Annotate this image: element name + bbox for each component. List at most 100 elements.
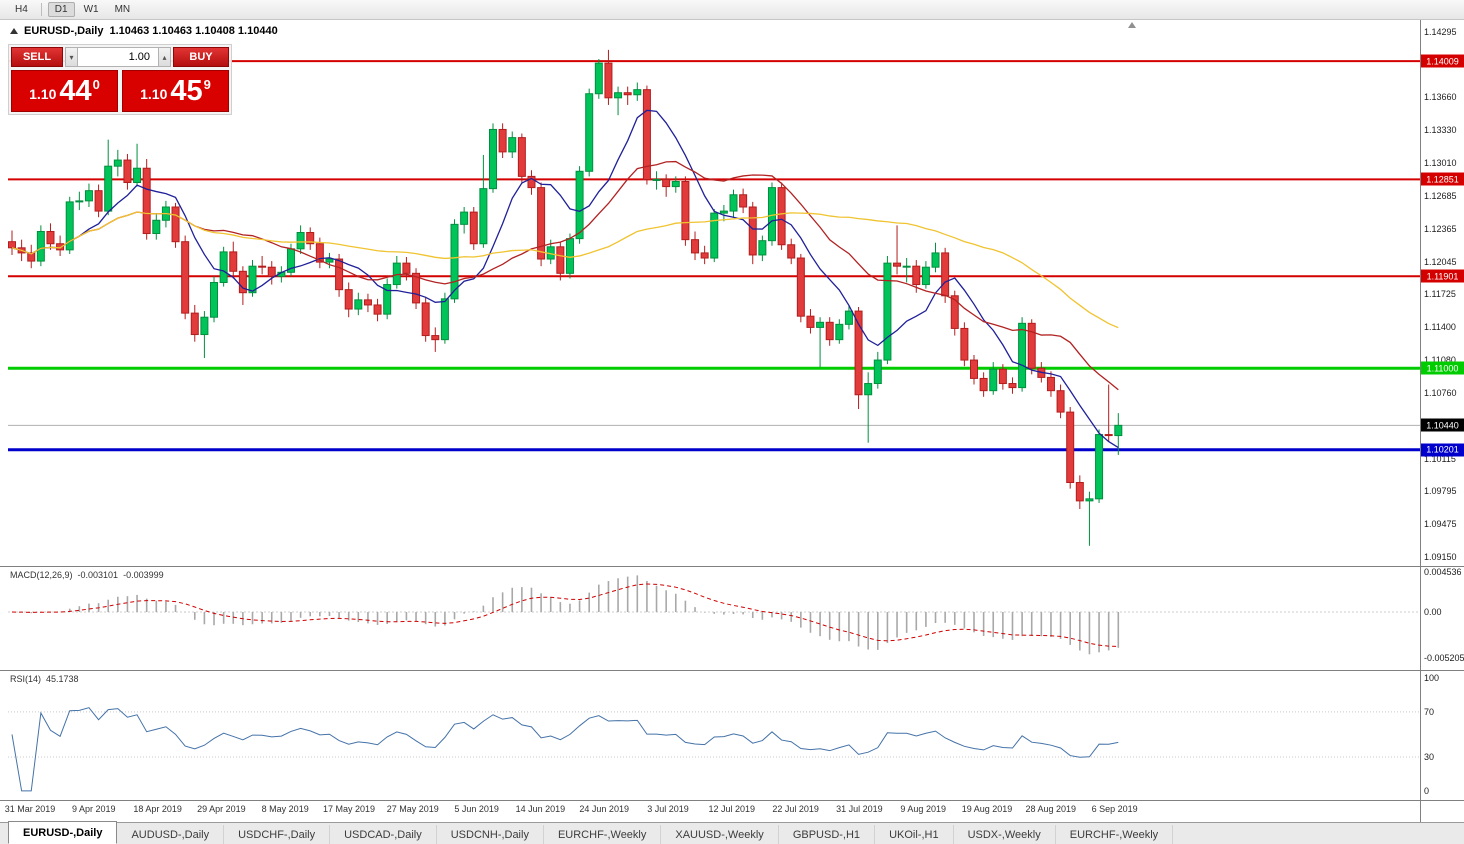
tab-gbpusd-h1[interactable]: GBPUSD-,H1 — [779, 825, 876, 844]
price-tick: 1.13660 — [1424, 91, 1457, 102]
level-price-tag[interactable]: 1.14009 — [1421, 54, 1464, 68]
macd-label: MACD(12,26,9) -0.003101 -0.003999 — [10, 570, 164, 580]
macd-name: MACD(12,26,9) — [10, 570, 73, 580]
rsi-name: RSI(14) — [10, 674, 42, 684]
date-tick: 17 May 2019 — [322, 804, 376, 814]
rsi-line — [11, 707, 1119, 792]
symbol-marker-icon — [10, 28, 18, 34]
date-tick: 5 Jun 2019 — [454, 804, 499, 814]
date-tick: 14 Jun 2019 — [515, 804, 566, 814]
timeframe-button-d1[interactable]: D1 — [47, 2, 75, 17]
price-tick: 1.13330 — [1424, 125, 1457, 136]
rsi-axis-tick: 0 — [1424, 785, 1430, 796]
rsi-axis-tick: 100 — [1424, 673, 1440, 683]
one-click-trading-panel: SELL ▾ 1.00 ▴ BUY 1.10 44 0 1.10 45 9 — [8, 44, 232, 115]
date-tick: 3 Jul 2019 — [647, 804, 689, 814]
tab-eurchf-weekly[interactable]: EURCHF-,Weekly — [1056, 825, 1174, 844]
price-tick: 1.10760 — [1424, 387, 1457, 398]
date-tick: 28 Aug 2019 — [1025, 804, 1077, 814]
macd-axis-tick: 0.00 — [1424, 607, 1442, 618]
date-tick: 6 Sep 2019 — [1091, 804, 1138, 814]
volume-input[interactable]: 1.00 — [78, 47, 158, 67]
date-tick: 31 Mar 2019 — [4, 804, 56, 814]
level-price-tag[interactable]: 1.10201 — [1421, 443, 1464, 457]
price-tick: 1.09150 — [1424, 551, 1457, 562]
rsi-axis-tick: 70 — [1424, 706, 1435, 717]
date-tick: 22 Jul 2019 — [772, 804, 819, 814]
macd-signal-line — [11, 583, 1119, 648]
macd-signal-value: -0.003999 — [123, 570, 164, 580]
ma-fast-line — [11, 109, 1119, 449]
level-price-tag[interactable]: 1.12851 — [1421, 172, 1464, 186]
price-tick: 1.10115 — [1424, 453, 1456, 464]
timeframe-button-w1[interactable]: W1 — [83, 4, 99, 15]
tab-ukoil-h1[interactable]: UKOil-,H1 — [875, 825, 954, 844]
chart-symbol-title: EURUSD-,Daily — [24, 25, 104, 37]
date-tick: 12 Jul 2019 — [708, 804, 756, 814]
candlesticks — [8, 49, 1123, 546]
tab-usdcnh-daily[interactable]: USDCNH-,Daily — [437, 825, 544, 844]
price-tick: 1.09475 — [1424, 518, 1457, 529]
buy-button[interactable]: BUY — [173, 47, 229, 67]
volume-stepper: ▾ 1.00 ▴ — [65, 47, 171, 67]
rsi-axis-tick: 30 — [1424, 752, 1435, 763]
price-tick: 1.14295 — [1424, 27, 1457, 37]
date-tick: 27 May 2019 — [386, 804, 439, 814]
price-tick: 1.11400 — [1424, 322, 1456, 333]
macd-axis-tick: 0.004536 — [1424, 567, 1462, 577]
price-tick: 1.09795 — [1424, 486, 1457, 497]
tab-eurchf-weekly[interactable]: EURCHF-,Weekly — [544, 825, 662, 844]
trade-panel-controls: SELL ▾ 1.00 ▴ BUY — [11, 47, 229, 67]
toolbar-separator — [40, 3, 42, 16]
timeframe-button-h4[interactable]: H4 — [15, 4, 28, 15]
date-axis-separator — [0, 800, 1464, 801]
price-tick: 1.12045 — [1424, 256, 1457, 267]
ma-slow-line — [11, 211, 1119, 329]
level-price-tag[interactable]: 1.11901 — [1421, 269, 1464, 283]
rsi-value: 45.1738 — [46, 674, 79, 684]
date-tick: 31 Jul 2019 — [836, 804, 883, 814]
date-tick: 29 Apr 2019 — [197, 804, 246, 814]
date-tick: 9 Aug 2019 — [900, 804, 946, 814]
ask-prefix: 1.10 — [140, 86, 168, 102]
volume-decrease-icon[interactable]: ▾ — [65, 47, 78, 67]
macd-panel-separator[interactable] — [0, 566, 1464, 567]
tab-eurusd-daily[interactable]: EURUSD-,Daily — [8, 821, 118, 844]
macd-main-value: -0.003101 — [77, 570, 119, 580]
chart-shift-marker-icon — [1128, 22, 1136, 28]
macd-histogram — [20, 575, 1120, 655]
chart-ohlc-readout: 1.10463 1.10463 1.10408 1.10440 — [109, 25, 278, 37]
timeframe-toolbar: H4 D1 W1 MN — [0, 0, 1464, 20]
macd-axis-tick: -0.005205 — [1424, 653, 1464, 663]
date-tick: 24 Jun 2019 — [579, 804, 629, 814]
timeframe-button-mn[interactable]: MN — [114, 4, 131, 15]
date-tick: 9 Apr 2019 — [72, 804, 116, 814]
price-tick: 1.12685 — [1424, 191, 1457, 202]
ask-big-digits: 45 — [170, 74, 203, 107]
sell-price-display[interactable]: 1.10 44 0 — [11, 70, 118, 112]
ask-pipette: 9 — [203, 77, 211, 92]
bid-big-digits: 44 — [59, 74, 92, 107]
date-tick: 18 Apr 2019 — [133, 804, 182, 814]
bid-prefix: 1.10 — [29, 86, 57, 102]
level-price-tag[interactable]: 1.11000 — [1421, 361, 1464, 375]
buy-price-display[interactable]: 1.10 45 9 — [122, 70, 229, 112]
tab-usdx-weekly[interactable]: USDX-,Weekly — [954, 825, 1056, 844]
chart-header: EURUSD-,Daily 1.10463 1.10463 1.10408 1.… — [10, 25, 278, 37]
price-tick: 1.12365 — [1424, 223, 1457, 234]
price-axis-border — [1420, 20, 1421, 822]
tab-xauusd-weekly[interactable]: XAUUSD-,Weekly — [661, 825, 779, 844]
price-tick: 1.11080 — [1424, 355, 1456, 366]
chart-tab-bar: EURUSD-,Daily AUDUSD-,Daily USDCHF-,Daily U… — [0, 821, 1464, 844]
tab-usdcad-daily[interactable]: USDCAD-,Daily — [330, 825, 437, 844]
current-price-tag: 1.10440 — [1421, 418, 1464, 432]
tab-usdchf-daily[interactable]: USDCHF-,Daily — [224, 825, 331, 844]
rsi-label: RSI(14) 45.1738 — [10, 674, 79, 684]
sell-button[interactable]: SELL — [11, 47, 63, 67]
price-tick: 1.11725 — [1424, 289, 1456, 300]
rsi-panel-separator[interactable] — [0, 670, 1464, 671]
volume-increase-icon[interactable]: ▴ — [158, 47, 171, 67]
tab-audusd-daily[interactable]: AUDUSD-,Daily — [117, 825, 225, 844]
